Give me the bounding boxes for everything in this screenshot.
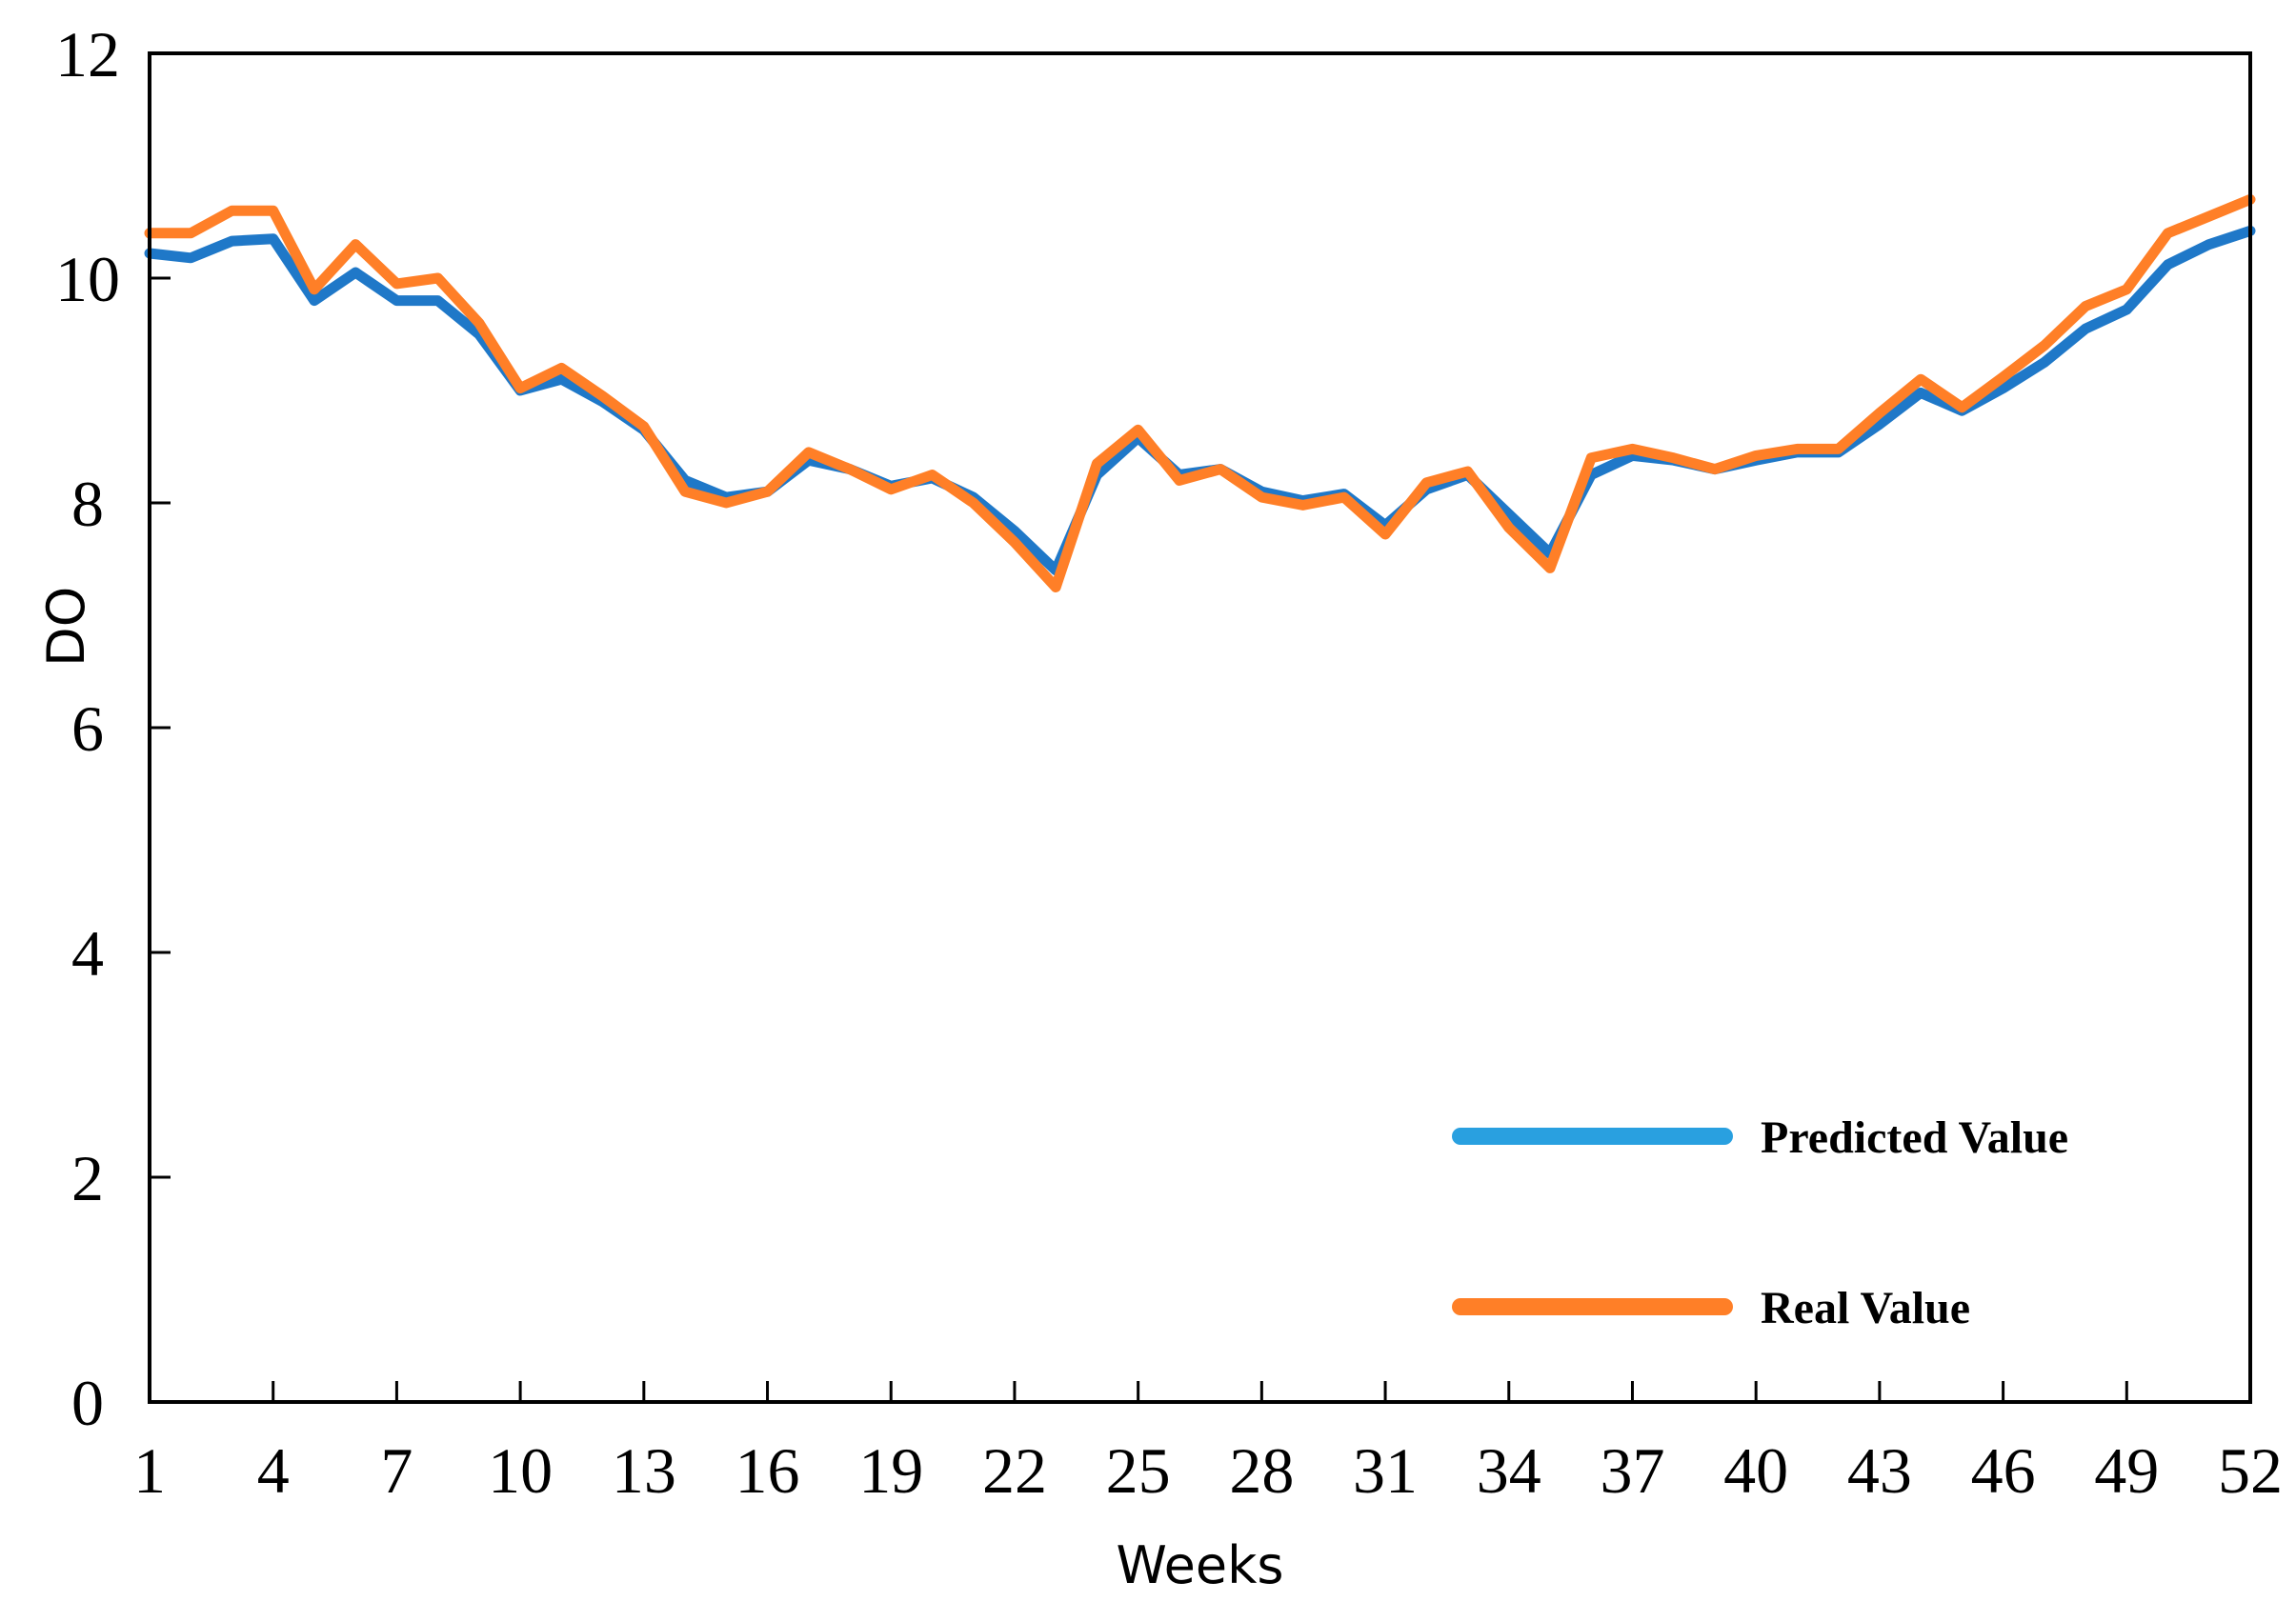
x-tick-label: 13 xyxy=(612,1434,676,1507)
x-tick-label: 49 xyxy=(2094,1434,2159,1507)
x-tick-label: 4 xyxy=(257,1434,290,1507)
series-lines xyxy=(144,193,2256,592)
legend: Predicted Value Real Value xyxy=(1452,1112,2068,1333)
x-tick-label: 52 xyxy=(2218,1434,2283,1507)
x-tick-label: 37 xyxy=(1600,1434,1664,1507)
x-axis-ticks: 1 4 7 10 13 16 19 22 25 28 31 34 37 40 43 46 49 52 xyxy=(133,1381,2283,1507)
x-tick-label: 28 xyxy=(1229,1434,1294,1507)
series-line-real xyxy=(144,193,2256,592)
y-axis-ticks: 0 2 4 6 8 10 12 xyxy=(55,18,171,1439)
x-tick-label: 19 xyxy=(858,1434,923,1507)
x-tick-label: 1 xyxy=(133,1434,166,1507)
y-tick-label: 6 xyxy=(71,692,104,765)
x-tick-label: 31 xyxy=(1353,1434,1418,1507)
x-tick-label: 22 xyxy=(982,1434,1047,1507)
x-axis-title: Weeks xyxy=(1116,1535,1283,1595)
x-tick-label: 10 xyxy=(488,1434,553,1507)
x-tick-label: 40 xyxy=(1723,1434,1788,1507)
x-tick-label: 7 xyxy=(380,1434,413,1507)
y-tick-label: 8 xyxy=(71,468,104,540)
y-tick-label: 10 xyxy=(55,243,120,315)
y-tick-label: 12 xyxy=(55,18,120,90)
y-tick-label: 4 xyxy=(71,917,104,990)
y-tick-label: 0 xyxy=(71,1367,104,1439)
x-tick-label: 46 xyxy=(1971,1434,2036,1507)
y-tick-label: 2 xyxy=(71,1142,104,1214)
series-line-predicted xyxy=(144,225,2256,576)
legend-label-real: Real Value xyxy=(1761,1283,1970,1333)
x-tick-label: 34 xyxy=(1477,1434,1541,1507)
x-tick-label: 16 xyxy=(735,1434,800,1507)
x-tick-label: 25 xyxy=(1106,1434,1171,1507)
x-tick-label: 43 xyxy=(1847,1434,1912,1507)
legend-label-predicted: Predicted Value xyxy=(1761,1112,2068,1163)
plot-frame xyxy=(148,51,2252,1404)
y-axis-title: DO xyxy=(36,587,96,667)
